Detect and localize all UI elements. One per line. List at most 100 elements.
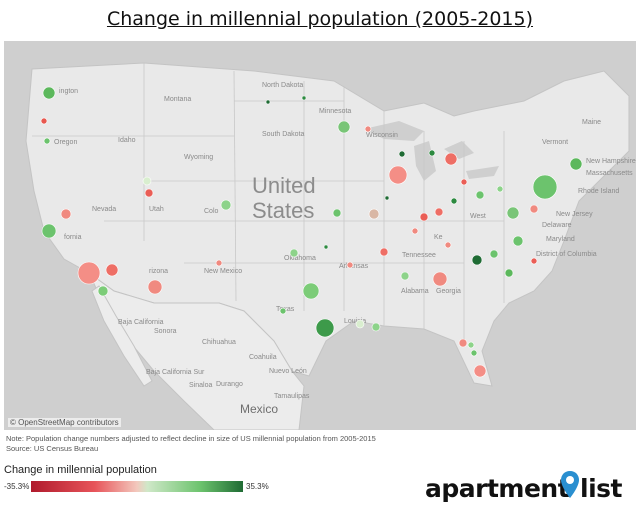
label-arizona: rizona bbox=[149, 268, 168, 275]
bubble bbox=[388, 165, 408, 185]
footnote-note: Note: Population change numbers adjusted… bbox=[6, 434, 376, 443]
bubble bbox=[532, 174, 558, 200]
bubble bbox=[444, 152, 458, 166]
label-wisconsin: Wisconsin bbox=[366, 132, 398, 139]
label-massachusetts: Massachusetts bbox=[586, 170, 633, 177]
bubble bbox=[60, 208, 72, 220]
bubble bbox=[384, 195, 390, 201]
label-georgia: Georgia bbox=[436, 288, 461, 295]
label-rhode-island: Rhode Island bbox=[578, 188, 619, 195]
bubble bbox=[105, 263, 119, 277]
bubble bbox=[147, 279, 163, 295]
bubble bbox=[346, 261, 354, 269]
region-labels: North Dakota South Dakota Montana Minnes… bbox=[54, 82, 636, 400]
label-montana: Montana bbox=[164, 96, 191, 103]
great-lakes bbox=[364, 121, 499, 181]
map-label-mexico: Mexico bbox=[240, 402, 278, 416]
label-nuevo-leon: Nuevo León bbox=[269, 368, 307, 375]
bubble bbox=[43, 137, 51, 145]
label-sonora: Sonora bbox=[154, 328, 177, 335]
bubble bbox=[289, 248, 299, 258]
label-washington: ington bbox=[59, 88, 78, 95]
label-louisiana: Louisia bbox=[344, 318, 366, 325]
legend-color-scale bbox=[31, 481, 243, 492]
bubble bbox=[371, 322, 381, 332]
bubble bbox=[419, 212, 429, 222]
map-attribution: © OpenStreetMap contributors bbox=[8, 418, 121, 427]
bubble bbox=[265, 99, 271, 105]
label-utah: Utah bbox=[149, 206, 164, 213]
label-baja-california-sur: Baja California Sur bbox=[146, 369, 205, 376]
bubble bbox=[368, 208, 380, 220]
legend-min-label: -35.3% bbox=[4, 482, 30, 491]
bubble bbox=[411, 227, 419, 235]
city-bubbles bbox=[40, 86, 583, 378]
label-tamaulipas: Tamaulipas bbox=[274, 393, 310, 400]
bubble bbox=[471, 254, 483, 266]
label-wyoming: Wyoming bbox=[184, 154, 213, 161]
bubble bbox=[364, 125, 372, 133]
map-canvas[interactable]: North Dakota South Dakota Montana Minnes… bbox=[4, 41, 636, 430]
bubble bbox=[337, 120, 351, 134]
label-new-jersey: New Jersey bbox=[556, 211, 593, 218]
bubble bbox=[220, 199, 232, 211]
bubble bbox=[428, 149, 436, 157]
label-north-dakota: North Dakota bbox=[262, 82, 303, 89]
bubble bbox=[470, 349, 478, 357]
label-chihuahua: Chihuahua bbox=[202, 339, 236, 346]
footnote: Note: Population change numbers adjusted… bbox=[6, 434, 376, 454]
bubble bbox=[473, 364, 487, 378]
bubble bbox=[41, 223, 57, 239]
label-sinaloa: Sinaloa bbox=[189, 382, 212, 389]
bubble bbox=[279, 307, 287, 315]
legend-title: Change in millennial population bbox=[4, 464, 157, 476]
bubble bbox=[496, 185, 504, 193]
bubble bbox=[530, 257, 538, 265]
label-alabama: Alabama bbox=[401, 288, 429, 295]
bubble bbox=[400, 271, 410, 281]
bubble bbox=[315, 318, 335, 338]
bubble bbox=[42, 86, 56, 100]
mexico-landmass bbox=[87, 271, 305, 430]
basemap-svg: North Dakota South Dakota Montana Minnes… bbox=[4, 41, 636, 430]
label-oregon: Oregon bbox=[54, 139, 77, 146]
bubble bbox=[379, 247, 389, 257]
bubble bbox=[302, 282, 320, 300]
bubble bbox=[529, 204, 539, 214]
label-west-virginia: West bbox=[470, 213, 486, 220]
bubble bbox=[504, 268, 514, 278]
bubble bbox=[97, 285, 109, 297]
label-maryland: Maryland bbox=[546, 236, 575, 243]
label-new-mexico: New Mexico bbox=[204, 268, 242, 275]
baja-peninsula bbox=[91, 285, 153, 387]
bubble bbox=[398, 150, 406, 158]
bubble bbox=[569, 157, 583, 171]
label-california: fornia bbox=[64, 234, 82, 241]
bubble bbox=[450, 197, 458, 205]
bubble bbox=[434, 207, 444, 217]
bubble bbox=[144, 188, 154, 198]
legend-max-label: 35.3% bbox=[246, 482, 269, 491]
label-coahuila: Coahuila bbox=[249, 354, 277, 361]
label-arkansas: Arkansas bbox=[339, 263, 369, 270]
bubble bbox=[467, 341, 475, 349]
label-nevada: Nevada bbox=[92, 206, 116, 213]
label-maine: Maine bbox=[582, 119, 601, 126]
label-south-dakota: South Dakota bbox=[262, 131, 305, 138]
bubble bbox=[506, 206, 520, 220]
bubble bbox=[142, 176, 152, 186]
map-big-label-united: United bbox=[252, 173, 316, 198]
bubble bbox=[323, 244, 329, 250]
label-delaware: Delaware bbox=[542, 222, 572, 229]
label-colorado: Colo bbox=[204, 208, 219, 215]
label-vermont: Vermont bbox=[542, 139, 568, 146]
bubble bbox=[40, 117, 48, 125]
bubble bbox=[332, 208, 342, 218]
bubble bbox=[215, 259, 223, 267]
bubble bbox=[301, 95, 307, 101]
location-pin-icon bbox=[561, 471, 579, 498]
label-kentucky: Ke bbox=[434, 234, 443, 241]
label-new-hampshire: New Hampshire bbox=[586, 158, 636, 165]
bubble bbox=[355, 319, 365, 329]
bubble bbox=[444, 241, 452, 249]
